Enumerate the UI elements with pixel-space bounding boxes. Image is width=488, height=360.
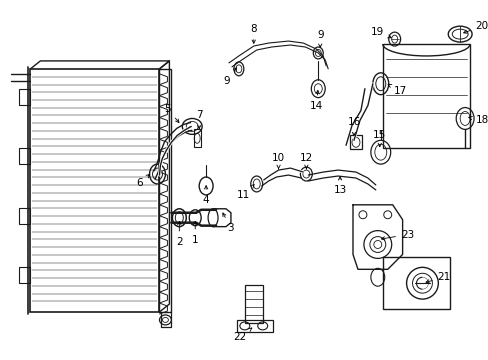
Bar — [159, 69, 171, 312]
Text: 13: 13 — [333, 177, 346, 195]
Text: 8: 8 — [250, 24, 257, 43]
Text: 9: 9 — [223, 68, 236, 86]
Bar — [19, 89, 30, 104]
Text: 9: 9 — [316, 30, 323, 47]
Text: 1: 1 — [191, 221, 198, 244]
Text: 22: 22 — [233, 328, 251, 342]
Bar — [194, 129, 201, 147]
Text: 18: 18 — [468, 116, 488, 125]
Bar — [19, 208, 30, 224]
Text: 12: 12 — [299, 153, 312, 169]
Text: 6: 6 — [136, 175, 149, 188]
Text: 15: 15 — [372, 130, 386, 147]
Text: 7: 7 — [196, 111, 202, 129]
Bar — [349, 135, 361, 149]
Bar — [30, 69, 159, 312]
Text: 4: 4 — [203, 186, 209, 205]
Bar — [382, 257, 449, 309]
Text: 21: 21 — [425, 272, 450, 283]
Bar — [382, 44, 469, 148]
Text: 10: 10 — [271, 153, 285, 169]
Bar — [236, 320, 272, 332]
Text: 5: 5 — [164, 104, 179, 122]
Text: 23: 23 — [381, 230, 413, 240]
Bar — [244, 285, 262, 323]
Text: 14: 14 — [309, 90, 322, 111]
Text: 16: 16 — [346, 117, 360, 136]
Text: 2: 2 — [176, 221, 182, 247]
Bar — [19, 267, 30, 283]
Text: 11: 11 — [237, 185, 254, 200]
Text: 19: 19 — [370, 27, 390, 38]
Text: 3: 3 — [223, 213, 234, 233]
Text: 17: 17 — [387, 84, 407, 96]
Text: 20: 20 — [463, 21, 488, 33]
Bar — [19, 148, 30, 164]
